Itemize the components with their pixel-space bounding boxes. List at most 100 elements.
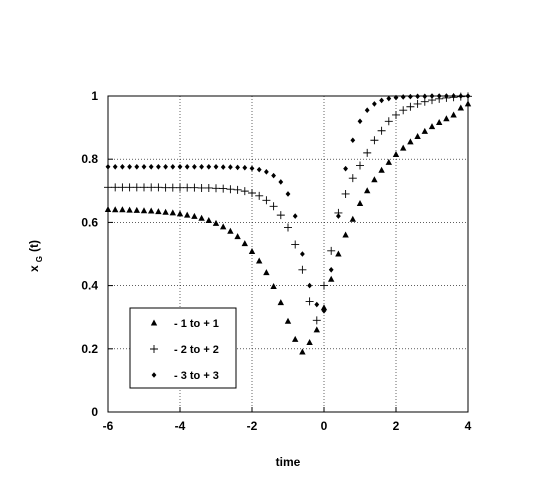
data-point	[154, 183, 163, 192]
data-point	[378, 166, 385, 173]
data-point	[184, 211, 191, 218]
data-point	[112, 163, 118, 170]
y-axis-title-main: x	[27, 265, 41, 272]
legend-marker	[150, 345, 158, 353]
data-point	[118, 183, 127, 192]
series-2	[104, 92, 472, 325]
data-point	[328, 267, 334, 273]
data-point	[349, 215, 356, 222]
plot-area-frame	[107, 95, 469, 413]
data-point	[457, 104, 464, 111]
data-point	[248, 189, 256, 198]
data-point	[320, 281, 328, 290]
data-point	[321, 308, 327, 314]
data-point	[270, 283, 277, 290]
y-axis-title: xG (t)	[27, 240, 44, 272]
y-tick-label: 0.2	[81, 342, 98, 356]
data-point	[428, 123, 436, 130]
data-point	[248, 247, 256, 254]
data-point	[262, 196, 271, 205]
legend-items: - 1 to + 1 - 2 to + 2 - 3 to + 3	[150, 318, 219, 382]
data-point	[298, 265, 307, 274]
data-point	[357, 118, 363, 125]
data-point	[306, 338, 313, 345]
data-point	[226, 185, 235, 194]
x-tick-label: -4	[175, 419, 186, 433]
y-axis-title-subscript: G	[35, 256, 44, 262]
data-point	[341, 189, 350, 198]
data-point	[284, 317, 292, 324]
data-point	[112, 206, 119, 213]
y-tick-label: 0	[91, 405, 98, 419]
data-point	[356, 199, 364, 206]
data-point	[348, 174, 357, 183]
data-point	[413, 99, 422, 108]
legend-label: - 3 to + 3	[174, 370, 219, 382]
legend-entry: - 3 to + 3	[151, 370, 219, 382]
data-point	[350, 137, 356, 144]
data-point	[313, 326, 320, 333]
data-point	[111, 183, 120, 192]
ticks: -6 -4 -2 0 2 4 0 0.2 0.4 0.6 0.8 1	[81, 89, 471, 433]
data-point	[314, 301, 320, 308]
data-point	[255, 191, 264, 200]
x-tick-label: 0	[321, 419, 328, 433]
x-axis-title: time	[276, 455, 301, 469]
data-point	[263, 269, 270, 276]
data-point	[162, 208, 169, 215]
data-point	[269, 202, 278, 211]
data-point	[184, 163, 190, 170]
y-tick-label: 0.4	[81, 279, 98, 293]
data-point	[364, 107, 370, 114]
data-point	[183, 183, 192, 192]
data-point	[235, 164, 240, 171]
data-point	[126, 206, 133, 213]
y-tick-label: 0.8	[81, 152, 98, 166]
data-point	[400, 144, 407, 151]
data-point	[284, 223, 292, 232]
data-point	[444, 93, 449, 99]
data-point	[228, 164, 233, 170]
data-point	[436, 93, 442, 99]
data-point	[198, 214, 205, 221]
data-point	[170, 163, 176, 170]
data-point	[161, 183, 170, 192]
data-point	[377, 126, 386, 135]
data-point	[140, 207, 148, 214]
data-point	[386, 95, 392, 102]
data-point	[342, 231, 349, 238]
x-tick-label: -6	[103, 419, 114, 433]
data-point	[191, 212, 198, 219]
data-point	[133, 206, 140, 213]
legend-label: - 1 to + 1	[174, 318, 219, 330]
data-point	[372, 101, 377, 107]
data-point	[451, 93, 456, 99]
data-point	[429, 93, 435, 99]
data-marks	[104, 92, 472, 355]
data-point	[105, 163, 111, 170]
data-point	[119, 206, 126, 213]
data-point	[227, 227, 234, 234]
legend-entry: - 2 to + 2	[150, 344, 219, 356]
legend-box	[129, 307, 237, 389]
data-point	[356, 161, 364, 170]
data-point	[285, 191, 291, 197]
data-point	[242, 164, 248, 171]
data-point	[199, 163, 204, 170]
data-point	[421, 127, 428, 134]
y-tick-label: 1	[91, 89, 98, 103]
data-point	[197, 183, 206, 192]
data-point	[192, 163, 197, 170]
data-point	[450, 111, 457, 118]
data-point	[240, 187, 249, 196]
data-point	[407, 138, 414, 145]
data-point	[464, 100, 472, 107]
data-point	[271, 172, 276, 179]
data-point	[291, 240, 300, 249]
data-point	[399, 106, 408, 115]
data-point	[392, 110, 400, 119]
data-point	[177, 163, 183, 170]
legend-entry: - 1 to + 1	[150, 318, 219, 330]
data-point	[134, 163, 140, 170]
data-point	[276, 211, 285, 220]
